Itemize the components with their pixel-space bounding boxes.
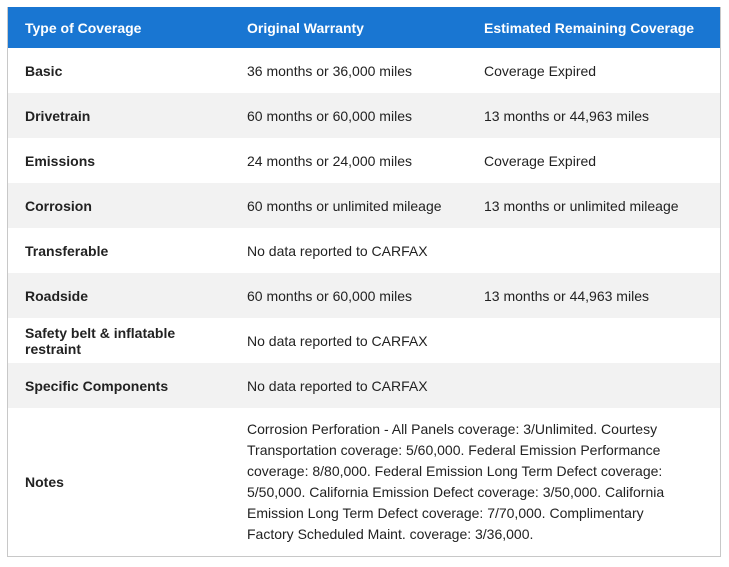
cell: 36 months or 36,000 miles bbox=[247, 62, 412, 79]
cell: 13 months or 44,963 miles bbox=[467, 273, 720, 318]
row-header: Corrosion bbox=[8, 183, 230, 228]
row-header: Notes bbox=[25, 474, 64, 490]
cell: Coverage Expired bbox=[484, 62, 597, 79]
empty-cell bbox=[467, 318, 720, 363]
cell: Coverage Expired bbox=[484, 152, 597, 169]
table-row: Specific Components No data reported to C… bbox=[8, 363, 720, 408]
cell: 24 months or 24,000 miles bbox=[247, 152, 412, 169]
cell: No data reported to CARFAX bbox=[247, 332, 428, 349]
cell: No data reported to CARFAX bbox=[247, 242, 428, 259]
table-row: Corrosion 60 months or unlimited mileage 1… bbox=[8, 183, 720, 228]
table-row: Roadside 60 months or 60,000 miles 13 mont… bbox=[8, 273, 720, 318]
row-header: Emissions bbox=[25, 152, 96, 169]
table-body: Basic 36 months or 36,000 miles Coverage E… bbox=[8, 48, 720, 556]
column-header: Original Warranty bbox=[230, 7, 467, 48]
row-header: Safety belt & inflatable restraint bbox=[25, 324, 176, 357]
row-header: Transferable bbox=[25, 242, 109, 259]
notes-row: Notes Corrosion Perforation - All Panels … bbox=[8, 408, 720, 556]
table-row: Drivetrain 60 months or 60,000 miles 13 mo… bbox=[8, 93, 720, 138]
table-row: Emissions 24 months or 24,000 miles Covera… bbox=[8, 138, 720, 183]
notes-text: Corrosion Perforation - All Panels cover… bbox=[247, 421, 665, 542]
cell: 60 months or 60,000 miles bbox=[230, 273, 467, 318]
column-header: Estimated Remaining Coverage bbox=[467, 7, 720, 48]
column-header: Type of Coverage bbox=[8, 7, 230, 48]
cell: No data reported to CARFAX bbox=[230, 363, 467, 408]
row-header: Specific Components bbox=[8, 363, 230, 408]
cell: 60 months or unlimited mileage bbox=[230, 183, 467, 228]
empty-cell bbox=[467, 363, 720, 408]
row-header: Basic bbox=[25, 62, 63, 79]
header-row: Type of Coverage Original Warranty Estimat… bbox=[8, 7, 720, 48]
empty-cell bbox=[467, 228, 720, 273]
row-header: Drivetrain bbox=[8, 93, 230, 138]
table-row: Transferable No data reported to CARFAX bbox=[8, 228, 720, 273]
row-header: Roadside bbox=[8, 273, 230, 318]
cell: 13 months or 44,963 miles bbox=[467, 93, 720, 138]
table-row: Basic 36 months or 36,000 miles Coverage E… bbox=[8, 48, 720, 93]
warranty-panel: Type of Coverage Original Warranty Estimat… bbox=[7, 7, 721, 557]
warranty-table: Type of Coverage Original Warranty Estimat… bbox=[8, 7, 720, 556]
table-row: Safety belt & inflatable restraint No dat… bbox=[8, 318, 720, 363]
cell: 13 months or unlimited mileage bbox=[467, 183, 720, 228]
cell: 60 months or 60,000 miles bbox=[230, 93, 467, 138]
